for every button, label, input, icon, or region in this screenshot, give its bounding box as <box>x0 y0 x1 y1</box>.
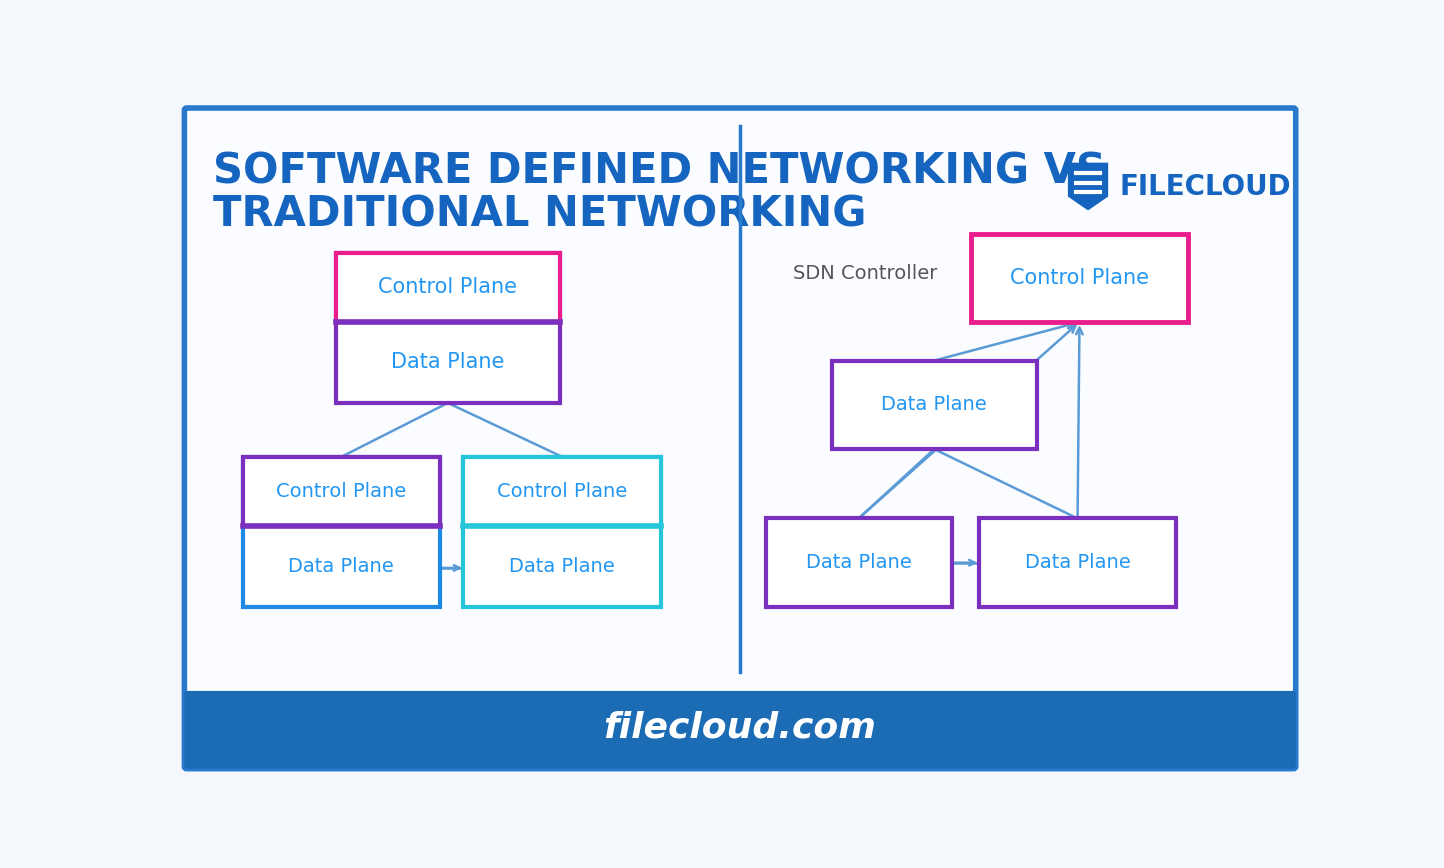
Bar <box>243 457 440 607</box>
Text: SDN Controller: SDN Controller <box>793 264 937 283</box>
Bar <box>464 457 661 607</box>
Text: Data Plane: Data Plane <box>391 352 504 372</box>
Text: Data Plane: Data Plane <box>1025 553 1131 572</box>
Text: Control Plane: Control Plane <box>497 482 627 501</box>
Bar <box>186 694 1294 766</box>
Bar <box>765 518 952 607</box>
Bar <box>979 518 1177 607</box>
Text: FILECLOUD: FILECLOUD <box>1119 173 1291 201</box>
Text: Data Plane: Data Plane <box>806 553 911 572</box>
FancyBboxPatch shape <box>185 691 1295 769</box>
Text: SOFTWARE DEFINED NETWORKING VS: SOFTWARE DEFINED NETWORKING VS <box>214 151 1106 193</box>
Text: Control Plane: Control Plane <box>276 482 406 501</box>
Text: Data Plane: Data Plane <box>289 557 394 576</box>
Text: Control Plane: Control Plane <box>1009 268 1149 288</box>
Bar <box>243 457 440 526</box>
Polygon shape <box>1069 162 1108 210</box>
Bar <box>464 457 661 526</box>
Bar <box>335 253 560 322</box>
Bar <box>970 233 1188 322</box>
Text: Data Plane: Data Plane <box>510 557 615 576</box>
Text: Data Plane: Data Plane <box>881 395 988 414</box>
Text: Control Plane: Control Plane <box>378 277 517 298</box>
Text: TRADITIONAL NETWORKING: TRADITIONAL NETWORKING <box>214 194 866 235</box>
Text: filecloud.com: filecloud.com <box>604 711 877 745</box>
Bar <box>335 253 560 403</box>
FancyBboxPatch shape <box>185 108 1295 769</box>
Bar <box>832 360 1037 449</box>
